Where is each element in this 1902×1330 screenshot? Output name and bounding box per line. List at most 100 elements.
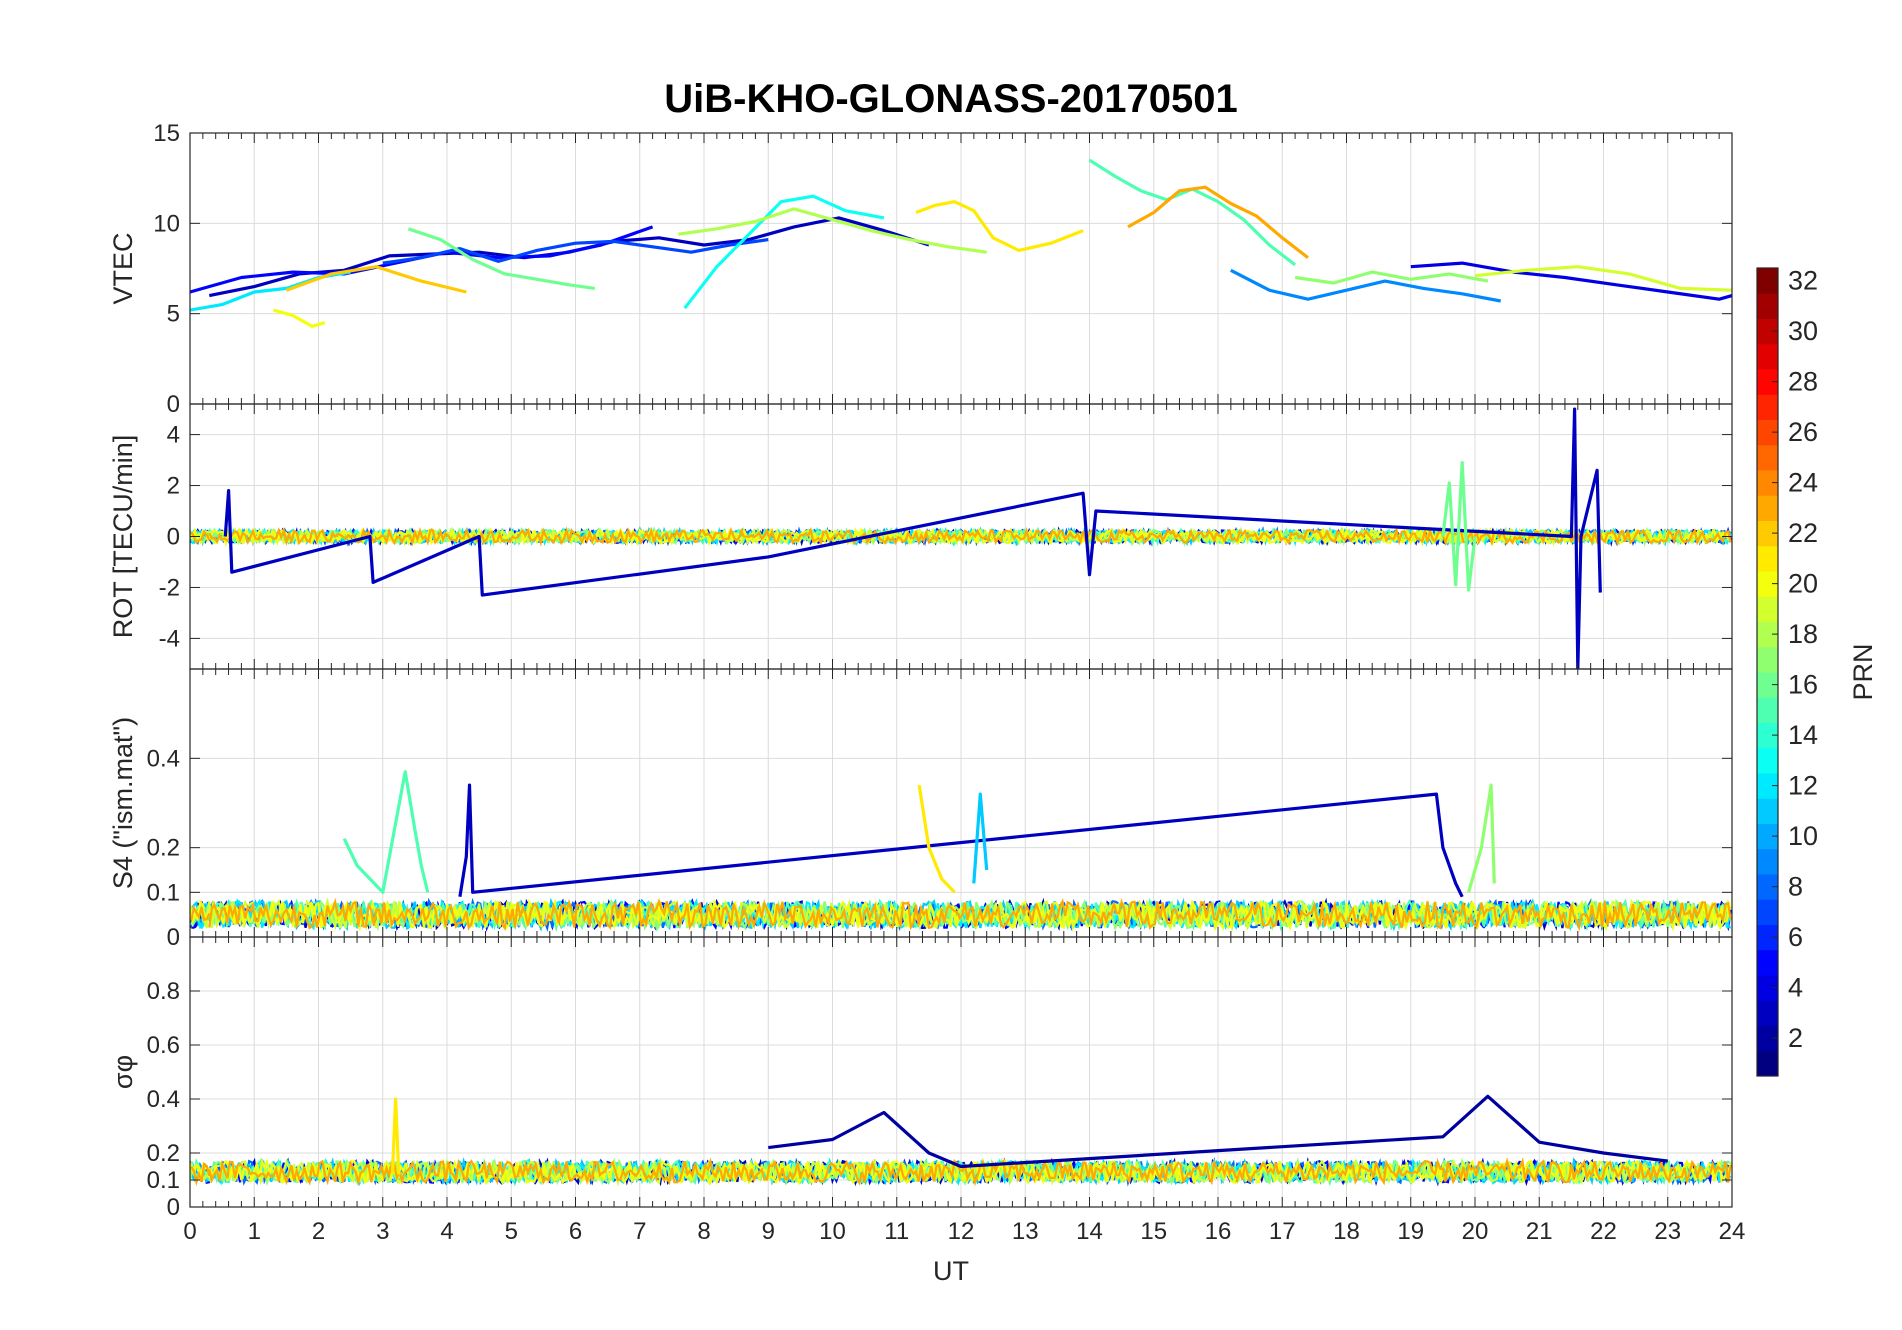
series-line-prn-7 bbox=[382, 238, 769, 265]
x-tick-label: 14 bbox=[1076, 1218, 1103, 1245]
colorbar-tick-label: 14 bbox=[1788, 720, 1818, 750]
colorbar-tick-label: 22 bbox=[1788, 518, 1818, 548]
x-tick-label: 8 bbox=[697, 1218, 710, 1245]
colorbar-segment bbox=[1757, 1050, 1778, 1077]
colorbar-tick-label: 12 bbox=[1788, 771, 1818, 801]
series-line-prn-9 bbox=[1230, 268, 1501, 303]
series-line-prn-17 bbox=[1467, 783, 1496, 893]
y-axis-label: VTEC bbox=[108, 232, 138, 304]
colorbar-segment bbox=[1757, 1025, 1778, 1052]
colorbar-segment bbox=[1757, 975, 1778, 1001]
series-line-prn-3 bbox=[458, 783, 1464, 898]
series-line-prn-21 bbox=[915, 200, 1084, 252]
x-tick-label: 18 bbox=[1333, 1218, 1360, 1245]
series-line-prn-15 bbox=[342, 770, 430, 894]
panel-3: 0 0.1 0.2 0.4 S4 ("ism.mat") bbox=[108, 668, 1733, 951]
colorbar-tick-label: 28 bbox=[1788, 367, 1818, 397]
y-tick-label: 0 bbox=[167, 1194, 180, 1221]
y-tick-label: 0.8 bbox=[147, 978, 180, 1005]
x-tick-label: 16 bbox=[1205, 1218, 1232, 1245]
y-tick-label: 0.1 bbox=[147, 1167, 180, 1194]
x-tick-label: 12 bbox=[948, 1218, 975, 1245]
y-tick-label: 15 bbox=[153, 120, 180, 147]
colorbar-tick-label: 4 bbox=[1788, 973, 1803, 1003]
colorbar-segment bbox=[1757, 268, 1778, 294]
colorbar-segment bbox=[1757, 672, 1778, 698]
x-axis-label: UT bbox=[933, 1256, 969, 1286]
x-tick-label: 10 bbox=[819, 1218, 846, 1245]
x-tick-label: 1 bbox=[248, 1218, 261, 1245]
colorbar-segment bbox=[1757, 949, 1778, 976]
colorbar-tick-label: 32 bbox=[1788, 266, 1818, 296]
y-axis-label: σφ bbox=[108, 1055, 138, 1089]
series-line-prn-16 bbox=[407, 227, 596, 290]
x-tick-label: 2 bbox=[312, 1218, 325, 1245]
x-tick-label: 4 bbox=[440, 1218, 453, 1245]
colorbar-segment bbox=[1757, 520, 1778, 547]
series-line-prn-23 bbox=[1127, 185, 1309, 259]
colorbar-frame bbox=[1756, 267, 1779, 1077]
y-tick-label: 0.4 bbox=[147, 1086, 180, 1113]
colorbar-segment bbox=[1757, 545, 1778, 572]
series-line-prn-21 bbox=[917, 784, 956, 894]
y-tick-label: 0 bbox=[167, 524, 180, 551]
colorbar-segment bbox=[1757, 293, 1778, 319]
noise-trace bbox=[190, 1157, 1732, 1187]
colorbar-segment bbox=[1757, 1000, 1778, 1026]
y-axis-label: S4 ("ism.mat") bbox=[108, 717, 138, 889]
series-line-prn-3 bbox=[223, 407, 1602, 669]
colorbar-segment bbox=[1757, 722, 1778, 749]
colorbar-tick-label: 16 bbox=[1788, 670, 1818, 700]
colorbar-tick-label: 8 bbox=[1788, 872, 1803, 902]
x-tick-label: 7 bbox=[633, 1218, 646, 1245]
y-tick-label: 4 bbox=[167, 422, 180, 449]
colorbar-segment bbox=[1757, 495, 1778, 521]
colorbar-segment bbox=[1757, 646, 1778, 673]
series-group bbox=[190, 770, 1732, 933]
series-line-prn-4 bbox=[1410, 261, 1732, 301]
colorbar-tick-label: 30 bbox=[1788, 316, 1818, 346]
colorbar-segment bbox=[1757, 747, 1778, 774]
colorbar-tick-label: 6 bbox=[1788, 922, 1803, 952]
colorbar-segment bbox=[1757, 899, 1778, 925]
series-group bbox=[190, 1094, 1732, 1187]
y-tick-label: 0 bbox=[167, 924, 180, 951]
x-tick-label: 24 bbox=[1719, 1218, 1746, 1245]
colorbar-segment bbox=[1757, 571, 1778, 597]
x-tick-label: 6 bbox=[569, 1218, 582, 1245]
colorbar-segment bbox=[1757, 924, 1778, 951]
y-tick-label: 0.4 bbox=[147, 745, 180, 772]
y-tick-label: 0.6 bbox=[147, 1032, 180, 1059]
colorbar-tick-label: 26 bbox=[1788, 417, 1818, 447]
colorbar-segment bbox=[1757, 823, 1778, 850]
colorbar-segment bbox=[1757, 318, 1778, 345]
colorbar-segment bbox=[1757, 394, 1778, 420]
y-tick-label: 0.2 bbox=[147, 835, 180, 862]
colorbar-segment bbox=[1757, 621, 1778, 648]
x-tick-label: 22 bbox=[1590, 1218, 1617, 1245]
series-group bbox=[190, 407, 1732, 669]
colorbar-tick-label: 2 bbox=[1788, 1023, 1803, 1053]
x-tick-label: 20 bbox=[1462, 1218, 1489, 1245]
y-tick-label: 0 bbox=[167, 391, 180, 418]
series-line-prn-17 bbox=[1294, 270, 1489, 285]
colorbar-segment bbox=[1757, 470, 1778, 496]
x-tick-label: 5 bbox=[505, 1218, 518, 1245]
series-line-prn-2 bbox=[768, 1094, 1668, 1169]
y-tick-label: 0.1 bbox=[147, 879, 180, 906]
colorbar-segment bbox=[1757, 596, 1778, 622]
chart-title: UiB-KHO-GLONASS-20170501 bbox=[664, 77, 1238, 121]
x-tick-label: 11 bbox=[884, 1218, 909, 1245]
colorbar-tick-label: 10 bbox=[1788, 821, 1818, 851]
x-tick-label: 9 bbox=[762, 1218, 775, 1245]
series-line-prn-13 bbox=[683, 194, 885, 310]
x-tick-label: 17 bbox=[1269, 1218, 1296, 1245]
colorbar-label: PRN bbox=[1848, 643, 1878, 700]
series-line-prn-18 bbox=[678, 207, 987, 254]
noise-trace bbox=[190, 897, 1732, 932]
series-line-prn-21 bbox=[390, 1097, 401, 1175]
colorbar-segment bbox=[1757, 343, 1778, 370]
